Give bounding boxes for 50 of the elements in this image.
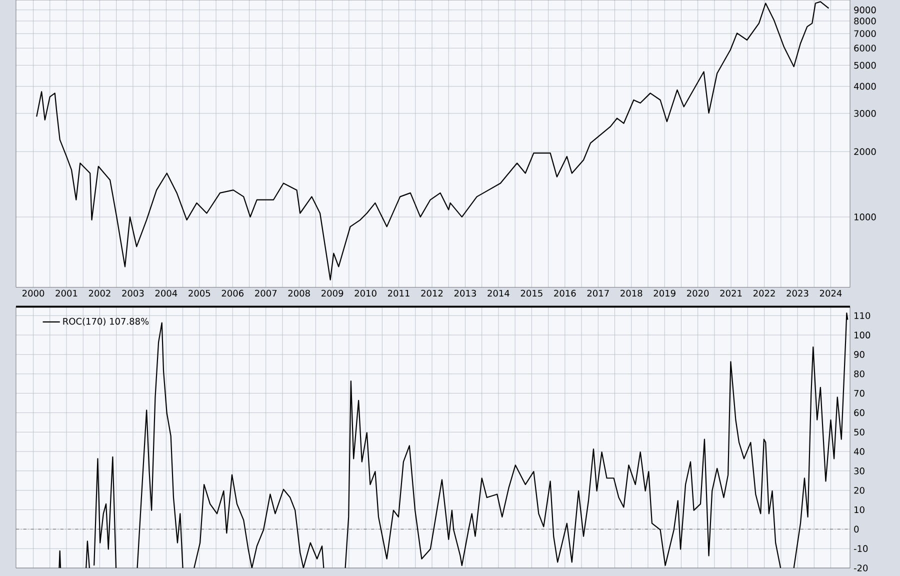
y-tick-label: 9000 <box>854 6 876 14</box>
y-tick-label: 10 <box>854 506 864 514</box>
line-series <box>36 1 830 280</box>
x-tick-label: 2002 <box>88 290 110 297</box>
x-tick-label: 2005 <box>188 290 210 297</box>
x-tick-label: 2012 <box>421 290 443 297</box>
x-tick-label: 2024 <box>820 290 842 297</box>
x-tick-label: 2009 <box>322 290 344 297</box>
x-tick-label: 2016 <box>554 290 576 297</box>
y-tick-label: 110 <box>854 312 870 320</box>
x-tick-label: 2020 <box>687 290 709 297</box>
y-tick-label: 6000 <box>854 44 876 52</box>
y-tick-label: -20 <box>854 564 868 572</box>
x-tick-label: 2022 <box>753 290 775 297</box>
y-tick-label: 5000 <box>854 62 876 69</box>
y-tick-label: 0 <box>854 526 859 533</box>
legend-label: ROC(170) 107.88% <box>63 318 149 326</box>
y-tick-label: 3000 <box>854 110 876 117</box>
y-tick-label: -10 <box>854 545 868 552</box>
x-tick-label: 2015 <box>520 290 542 297</box>
x-tick-label: 2007 <box>255 290 277 297</box>
y-tick-label: 90 <box>854 351 864 358</box>
x-tick-label: 2014 <box>488 290 510 297</box>
y-tick-label: 7000 <box>854 30 876 38</box>
y-tick-label: 60 <box>854 409 864 416</box>
x-tick-label: 2021 <box>720 290 742 297</box>
x-tick-label: 2001 <box>56 290 78 297</box>
y-tick-label: 2000 <box>854 148 876 156</box>
x-tick-label: 2013 <box>454 290 476 297</box>
y-tick-label: 50 <box>854 428 864 436</box>
x-tick-label: 2004 <box>155 290 178 297</box>
y-tick-label: 100 <box>854 332 870 338</box>
x-tick-label: 2000 <box>22 290 44 297</box>
x-tick-label: 2006 <box>222 290 244 297</box>
y-tick-label: 20 <box>854 486 864 494</box>
y-tick-label: 80 <box>854 370 864 378</box>
x-tick-label: 2008 <box>288 290 310 297</box>
x-tick-label: 2010 <box>354 290 376 297</box>
y-tick-label: 30 <box>854 468 864 474</box>
x-tick-label: 2011 <box>388 290 410 297</box>
x-tick-label: 2019 <box>654 290 676 297</box>
y-tick-label: 8000 <box>854 18 876 24</box>
x-tick-label: 2003 <box>122 290 144 297</box>
x-tick-label: 2017 <box>587 290 609 297</box>
y-tick-label: 70 <box>854 390 864 397</box>
y-tick-label: 4000 <box>854 82 876 90</box>
y-tick-label: 40 <box>854 448 864 455</box>
x-tick-label: 2023 <box>786 290 808 297</box>
y-tick-label: 1000 <box>854 214 876 220</box>
x-tick-label: 2018 <box>620 290 642 297</box>
